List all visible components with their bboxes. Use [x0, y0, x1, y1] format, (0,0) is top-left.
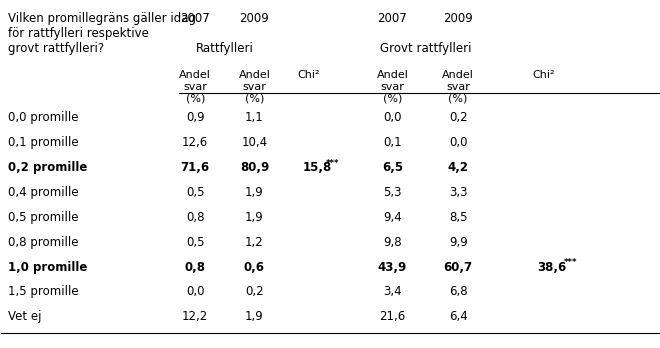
- Text: Chi²: Chi²: [533, 70, 555, 80]
- Text: 9,8: 9,8: [383, 236, 402, 248]
- Text: ***: ***: [564, 258, 577, 267]
- Text: 0,6: 0,6: [244, 261, 265, 274]
- Text: 2007: 2007: [378, 12, 407, 25]
- Text: 2009: 2009: [240, 12, 269, 25]
- Text: 9,9: 9,9: [449, 236, 467, 248]
- Text: Andel
svar
(%): Andel svar (%): [376, 70, 409, 104]
- Text: 2009: 2009: [444, 12, 473, 25]
- Text: Grovt rattfylleri: Grovt rattfylleri: [379, 42, 471, 55]
- Text: 6,5: 6,5: [382, 161, 403, 174]
- Text: 1,5 promille: 1,5 promille: [8, 285, 79, 299]
- Text: 4,2: 4,2: [447, 161, 469, 174]
- Text: 1,9: 1,9: [245, 310, 264, 323]
- Text: Andel
svar
(%): Andel svar (%): [180, 70, 211, 104]
- Text: 1,9: 1,9: [245, 211, 264, 224]
- Text: 12,2: 12,2: [182, 310, 209, 323]
- Text: 0,2 promille: 0,2 promille: [8, 161, 87, 174]
- Text: 2007: 2007: [180, 12, 210, 25]
- Text: 0,2: 0,2: [245, 285, 264, 299]
- Text: 12,6: 12,6: [182, 136, 209, 149]
- Text: ***: ***: [325, 159, 339, 168]
- Text: 0,1 promille: 0,1 promille: [8, 136, 79, 149]
- Text: 6,8: 6,8: [449, 285, 467, 299]
- Text: 0,2: 0,2: [449, 111, 467, 124]
- Text: 15,8: 15,8: [302, 161, 331, 174]
- Text: 0,5: 0,5: [186, 186, 205, 199]
- Text: 1,0 promille: 1,0 promille: [8, 261, 87, 274]
- Text: 1,2: 1,2: [245, 236, 264, 248]
- Text: 1,1: 1,1: [245, 111, 264, 124]
- Text: 38,6: 38,6: [537, 261, 566, 274]
- Text: 3,3: 3,3: [449, 186, 467, 199]
- Text: 5,3: 5,3: [383, 186, 402, 199]
- Text: 0,0 promille: 0,0 promille: [8, 111, 79, 124]
- Text: 43,9: 43,9: [378, 261, 407, 274]
- Text: Rattfylleri: Rattfylleri: [196, 42, 254, 55]
- Text: 80,9: 80,9: [240, 161, 269, 174]
- Text: 8,5: 8,5: [449, 211, 467, 224]
- Text: Vilken promillegräns gäller idag
för rattfylleri respektive
grovt rattfylleri?: Vilken promillegräns gäller idag för rat…: [8, 12, 196, 55]
- Text: 0,0: 0,0: [449, 136, 467, 149]
- Text: 71,6: 71,6: [181, 161, 210, 174]
- Text: 60,7: 60,7: [444, 261, 473, 274]
- Text: 0,0: 0,0: [383, 111, 402, 124]
- Text: 0,0: 0,0: [186, 285, 205, 299]
- Text: 0,8: 0,8: [185, 261, 206, 274]
- Text: 6,4: 6,4: [449, 310, 467, 323]
- Text: Andel
svar
(%): Andel svar (%): [442, 70, 474, 104]
- Text: 1,9: 1,9: [245, 186, 264, 199]
- Text: 0,1: 0,1: [383, 136, 402, 149]
- Text: 0,8 promille: 0,8 promille: [8, 236, 79, 248]
- Text: Andel
svar
(%): Andel svar (%): [238, 70, 271, 104]
- Text: 0,4 promille: 0,4 promille: [8, 186, 79, 199]
- Text: Vet ej: Vet ej: [8, 310, 42, 323]
- Text: Chi²: Chi²: [298, 70, 320, 80]
- Text: 0,5: 0,5: [186, 236, 205, 248]
- Text: 0,5 promille: 0,5 promille: [8, 211, 79, 224]
- Text: 21,6: 21,6: [379, 310, 405, 323]
- Text: 0,9: 0,9: [186, 111, 205, 124]
- Text: 0,8: 0,8: [186, 211, 205, 224]
- Text: 10,4: 10,4: [242, 136, 267, 149]
- Text: 9,4: 9,4: [383, 211, 402, 224]
- Text: 3,4: 3,4: [383, 285, 402, 299]
